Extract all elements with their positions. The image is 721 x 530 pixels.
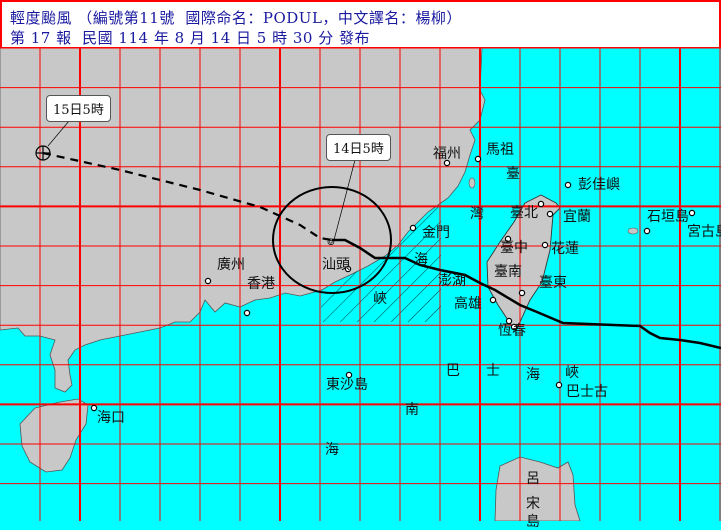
city-marker-icon: [474, 155, 482, 163]
sea-label: 灣: [470, 206, 484, 222]
place-label: 臺北: [510, 205, 538, 221]
bulletin-header: 輕度颱風 （編號第11號 國際命名：PODUL，中文譯名：楊柳） 第 17 報 …: [0, 0, 721, 49]
place-label: 廣州: [217, 257, 245, 273]
place-label: 金門: [422, 225, 450, 241]
sea-label: 海: [526, 367, 540, 383]
luzon-land: [494, 456, 581, 521]
city-marker-icon: [443, 159, 451, 167]
place-label: 澎湖: [438, 273, 466, 289]
place-label: 宜蘭: [563, 209, 591, 225]
sea-label: 海: [414, 252, 428, 268]
forecast-time-callout: 15日5時: [46, 95, 111, 122]
place-label: 馬祖: [486, 142, 514, 158]
city-marker-icon: [344, 265, 352, 273]
typhoon-title: 輕度颱風 （編號第11號 國際命名：PODUL，中文譯名：楊柳）: [10, 9, 462, 27]
sea-label: 島: [526, 514, 540, 530]
sea-label: 海: [325, 442, 339, 458]
sea-label: 臺: [506, 166, 520, 182]
sea-label: 巴: [446, 363, 460, 379]
city-marker-icon: [688, 209, 696, 217]
place-label: 東沙島: [326, 377, 368, 393]
place-label: 花蓮: [551, 241, 579, 257]
city-marker-icon: [518, 289, 526, 297]
current-time-callout: 14日5時: [326, 134, 391, 161]
place-label: 宮古島: [687, 224, 721, 240]
city-marker-icon: [505, 317, 513, 325]
past-track: [332, 238, 721, 350]
warning-area: [321, 205, 441, 322]
place-label: 彭佳嶼: [578, 177, 620, 193]
place-label: 福州: [433, 146, 461, 162]
place-label: 海口: [97, 410, 125, 426]
sea-label: 南: [405, 402, 419, 418]
place-label: 臺東: [539, 275, 567, 291]
city-marker-icon: [90, 404, 98, 412]
city-marker-icon: [537, 200, 545, 208]
city-marker-icon: [409, 224, 417, 232]
city-marker-icon: [643, 227, 651, 235]
city-marker-icon: [555, 381, 563, 389]
sea-label: 呂: [526, 471, 540, 487]
sea-label: 士: [486, 363, 500, 379]
city-marker-icon: [510, 323, 518, 331]
sea-label: 峽: [373, 291, 387, 307]
sea-label: 峽: [565, 365, 579, 381]
city-marker-icon: [489, 296, 497, 304]
place-label: 石垣島: [647, 209, 689, 225]
forecast-position-icon: [35, 145, 51, 161]
city-marker-icon: [564, 181, 572, 189]
hainan-land: [19, 398, 89, 473]
city-marker-icon: [243, 309, 251, 317]
place-label: 高雄: [454, 296, 482, 312]
typhoon-symbol-icon: ๏: [327, 234, 335, 249]
place-label: 恆春: [498, 323, 526, 339]
city-marker-icon: [504, 235, 512, 243]
storm-radius-circle: [272, 186, 392, 294]
sea-label: 宋: [526, 496, 540, 512]
city-marker-icon: [546, 210, 554, 218]
city-marker-icon: [204, 277, 212, 285]
place-label: 臺中: [500, 240, 528, 256]
city-marker-icon: [541, 241, 549, 249]
place-label: 汕頭: [322, 257, 350, 273]
city-marker-icon: [345, 371, 353, 379]
issue-time: 第 17 報 民國 114 年 8 月 14 日 5 時 30 分 發布: [10, 29, 371, 47]
place-label: 臺南: [494, 264, 522, 280]
place-label: 香港: [247, 276, 275, 292]
place-label: 巴士古: [566, 384, 608, 400]
